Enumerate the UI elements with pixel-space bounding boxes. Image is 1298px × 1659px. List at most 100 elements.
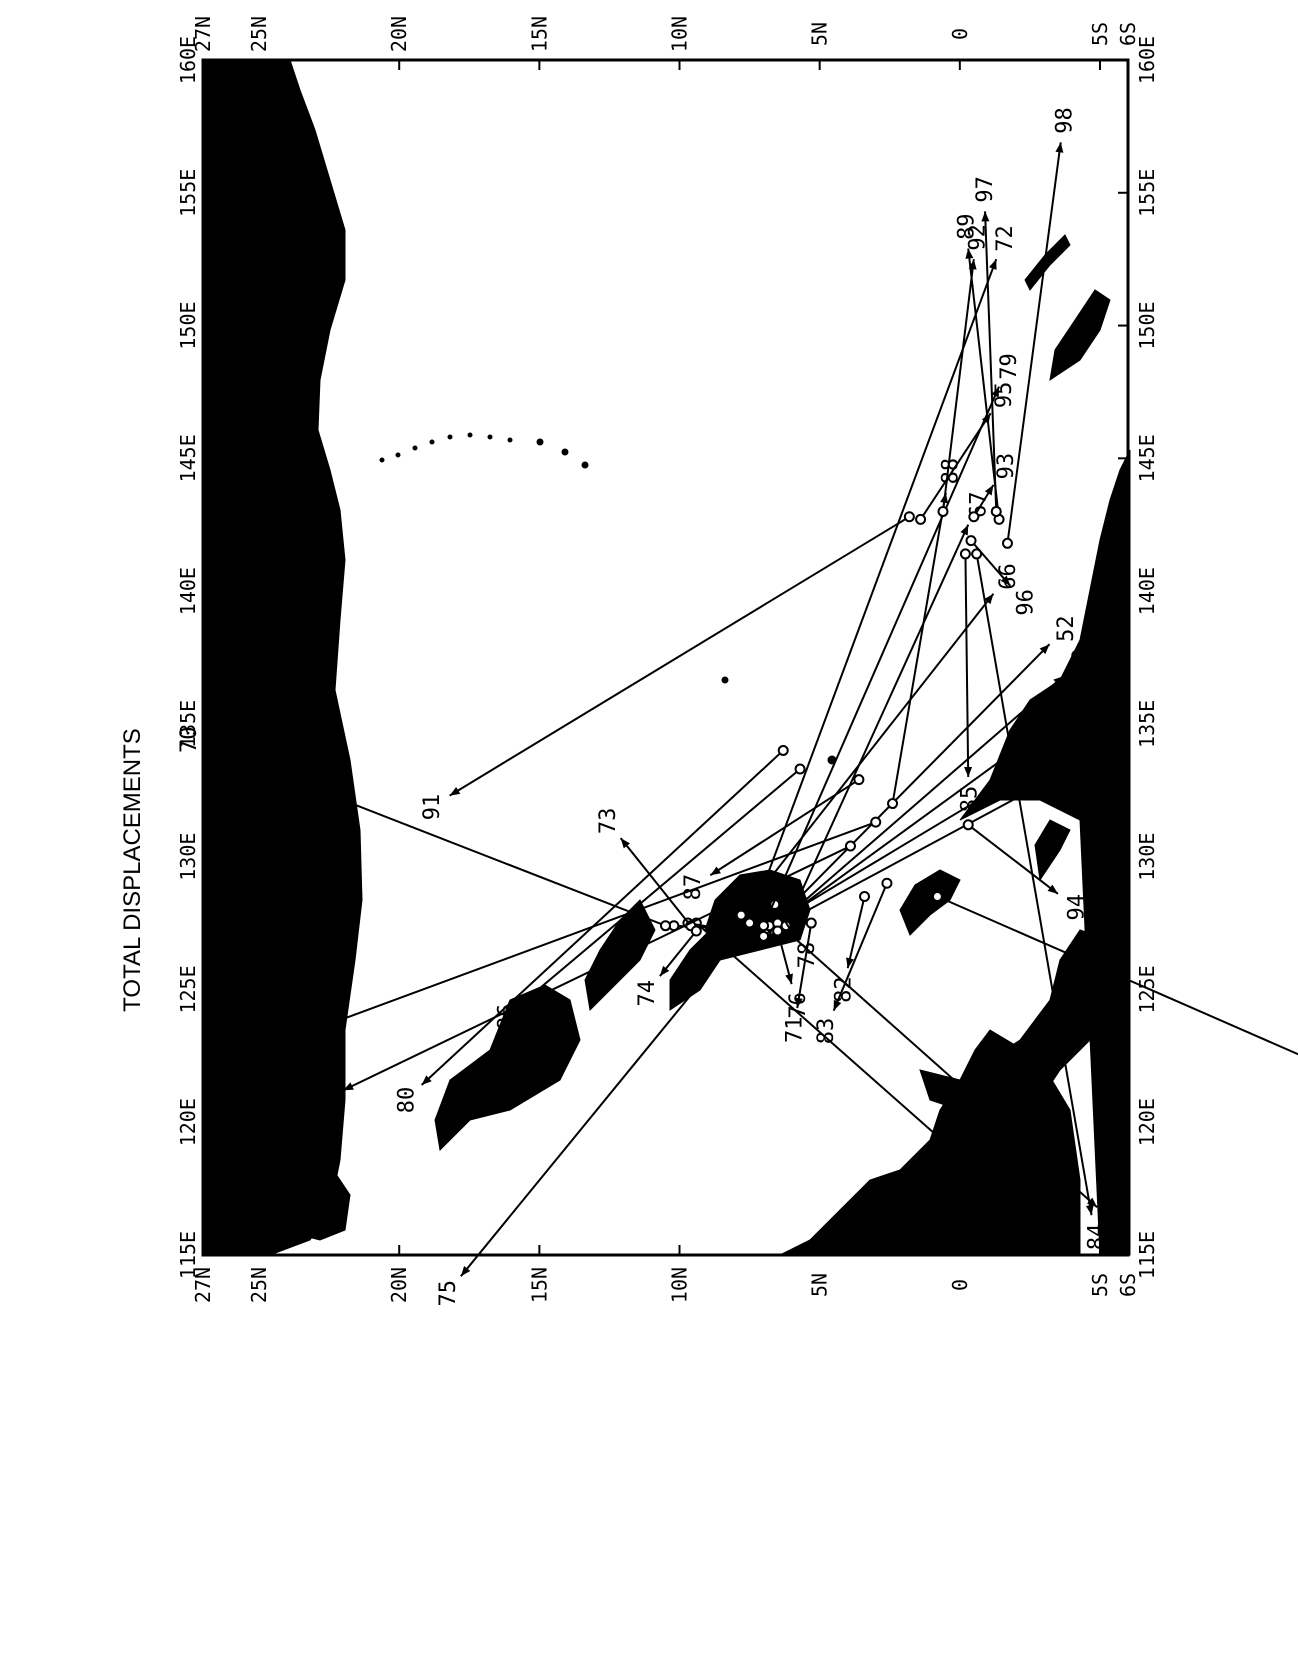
start-circle-icon	[805, 917, 817, 929]
drifter-label: 55	[1103, 1209, 1128, 1236]
drifter-label: 52	[1054, 615, 1079, 642]
drifter-94: 94	[962, 819, 1089, 921]
drifter-label: 96	[1014, 589, 1039, 616]
drifter-track	[776, 922, 1098, 1208]
drifter-track	[936, 895, 1298, 1056]
drifter-85: 85	[958, 548, 983, 812]
start-circle-icon	[887, 798, 899, 810]
start-circle-icon	[971, 548, 983, 560]
drifter-track	[975, 553, 1093, 1216]
drifter-track	[420, 749, 784, 1086]
drifter-track	[919, 412, 992, 520]
lat-label-bottom: 27N	[191, 1267, 215, 1303]
start-circle-icon	[690, 925, 702, 937]
drifter-track	[740, 593, 995, 916]
drifter-label: 91	[420, 794, 445, 821]
start-circle-icon	[903, 511, 915, 523]
arrowhead-icon	[984, 593, 994, 605]
drifter-78: 78	[769, 898, 820, 968]
land-taiwan	[261, 1144, 351, 1241]
drifter-label: 50	[1089, 740, 1114, 767]
drifter-label: 51	[1051, 703, 1076, 730]
arrowhead-icon	[208, 747, 220, 756]
drifter-track	[891, 492, 947, 804]
drifter-label: 95	[992, 382, 1017, 409]
start-circle-icon	[794, 763, 806, 775]
drifter-track	[964, 553, 970, 778]
drifter-76: 76	[772, 925, 811, 1019]
land-luzon	[434, 984, 581, 1152]
drifter-70: 70	[177, 727, 671, 932]
lat-label-top: 15N	[527, 16, 551, 52]
arrowhead-icon	[620, 838, 631, 849]
lon-label-left: 140E	[176, 567, 200, 615]
lon-label-right: 145E	[1135, 434, 1159, 482]
land-masses	[202, 59, 1131, 1256]
lon-label-left: 125E	[176, 965, 200, 1013]
lon-label-left: 120E	[176, 1098, 200, 1146]
drifter-track	[846, 896, 866, 969]
arrowhead-icon	[981, 211, 990, 222]
start-circle-icon	[881, 877, 893, 889]
drifter-84: 84	[971, 548, 1109, 1250]
start-circle-icon	[915, 513, 927, 525]
start-circle-icon	[962, 819, 974, 831]
drifter-87: 87	[681, 774, 865, 900]
drifter-66: 66	[735, 563, 1021, 921]
arrowhead-icon	[708, 922, 719, 931]
drifter-label: 68	[993, 1182, 1018, 1209]
arrowhead-icon	[1069, 763, 1081, 772]
lon-label-left: 155E	[176, 169, 200, 217]
arrowhead-icon	[965, 248, 974, 259]
lat-label-bottom: 6S	[1116, 1273, 1140, 1297]
drifter-label: 94	[1064, 894, 1089, 921]
arrowhead-icon	[1055, 142, 1064, 153]
arrowhead-icon	[343, 1082, 354, 1091]
drifter-label: 89	[955, 213, 980, 240]
start-circle-icon	[735, 909, 747, 921]
lat-label-top: 6S	[1116, 22, 1140, 46]
arrowhead-icon	[710, 866, 721, 876]
lat-label-bottom: 15N	[527, 1267, 551, 1303]
lon-label-right: 155E	[1135, 169, 1159, 217]
arrowhead-icon	[1053, 676, 1064, 686]
lon-label-left: 130E	[176, 833, 200, 881]
drifter-track	[695, 922, 989, 1182]
lat-label-top: 5N	[808, 22, 832, 46]
lat-label-bottom: 20N	[387, 1267, 411, 1303]
drifter-label: 82	[832, 976, 857, 1003]
start-circle-icon	[758, 920, 770, 932]
arrowhead-icon	[977, 1171, 988, 1181]
drifter-label: 90	[283, 1024, 308, 1051]
drifter-75: 75	[436, 917, 756, 1307]
start-circle-icon	[845, 840, 856, 852]
drifter-label: 88	[939, 458, 964, 485]
map-title: TOTAL DISPLACEMENTS	[119, 728, 146, 1012]
drifter-track	[449, 515, 910, 797]
lat-label-bottom: 5N	[808, 1273, 832, 1297]
lat-label-top: 25N	[247, 16, 271, 52]
lat-label-bottom: 0	[948, 1279, 972, 1291]
drifter-label: 79	[997, 353, 1022, 380]
lat-label-bottom: 25N	[247, 1267, 271, 1303]
start-circle-icon	[968, 511, 980, 523]
lon-label-right: 115E	[1135, 1231, 1159, 1279]
arrowhead-icon	[659, 965, 670, 977]
drifter-label: 76	[786, 992, 811, 1019]
drifter-label: 83	[814, 1018, 839, 1045]
drifter-label: 80	[394, 1087, 419, 1114]
drifter-54: 54	[763, 713, 1116, 932]
arrowhead-icon	[981, 413, 991, 424]
arrowhead-icon	[964, 766, 973, 777]
drifter-label: 74	[635, 980, 660, 1007]
land-new-britain	[1049, 289, 1111, 382]
drifter-track	[762, 675, 1065, 938]
arrowhead-icon	[794, 997, 803, 1009]
lon-label-right: 135E	[1135, 700, 1159, 748]
start-circle-icon	[937, 505, 949, 517]
drifter-track	[942, 259, 975, 512]
drifter-83: 83	[814, 877, 893, 1045]
drifter-track	[967, 824, 1059, 895]
drifter-74: 74	[635, 925, 702, 1007]
